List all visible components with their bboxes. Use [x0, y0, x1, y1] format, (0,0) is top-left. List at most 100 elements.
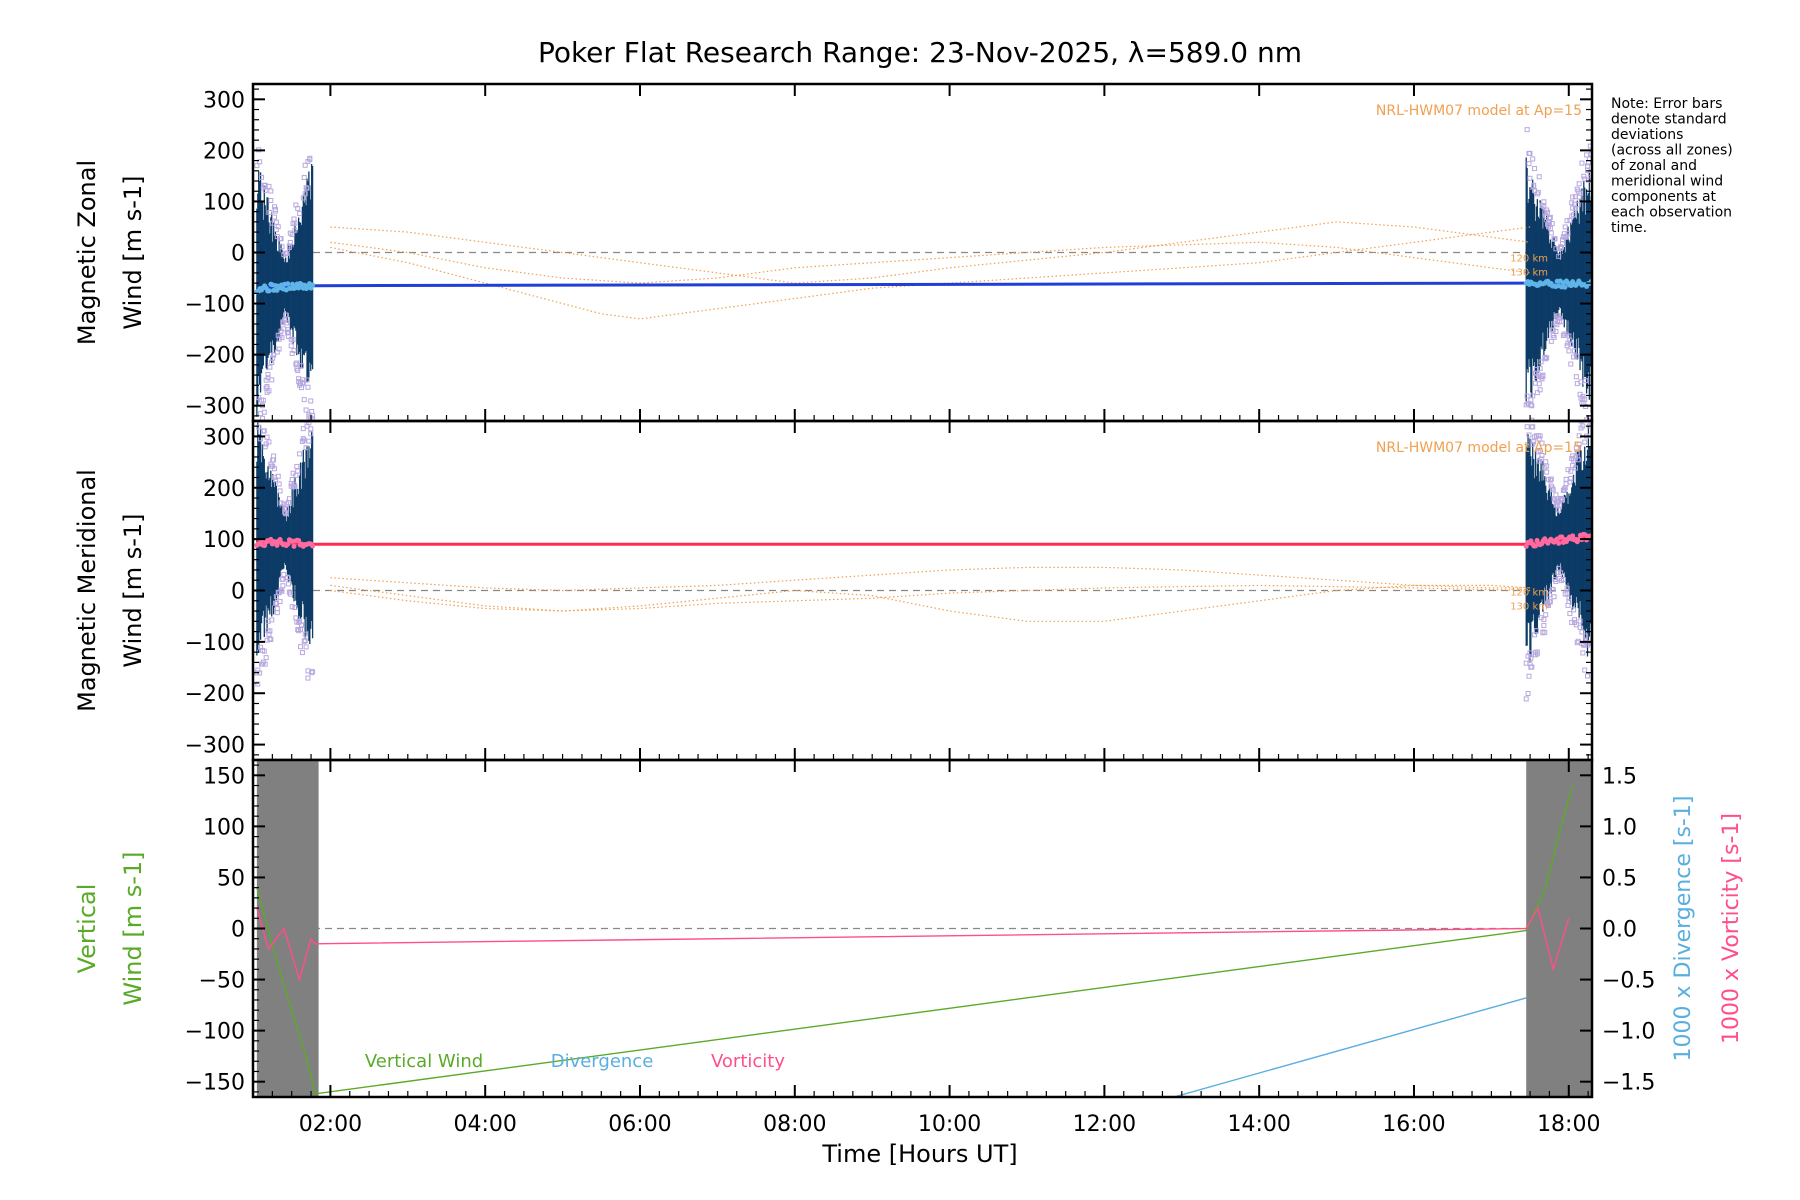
- model-height-label: 120 km: [1510, 254, 1548, 265]
- zone-point: [299, 381, 305, 387]
- x-tick-label: 14:00: [1227, 1112, 1290, 1137]
- zone-point: [1571, 212, 1577, 218]
- zone-point: [1572, 206, 1578, 212]
- y-axis-label: Magnetic Meridional: [73, 469, 101, 712]
- zone-point: [292, 227, 298, 233]
- y-axis-label: Magnetic Zonal: [73, 160, 101, 345]
- y-axis-label: Vertical: [73, 884, 101, 974]
- y2-tick-label: 1.0: [1602, 815, 1637, 840]
- zone-point: [298, 363, 304, 369]
- zone-point: [1565, 230, 1571, 236]
- zone-point: [271, 457, 277, 463]
- observation-bar: [270, 760, 277, 1097]
- zone-point: [1558, 570, 1564, 576]
- model-curve: [330, 226, 1531, 320]
- zone-point: [304, 377, 310, 383]
- zone-point: [1548, 338, 1554, 344]
- zone-point: [1543, 612, 1549, 618]
- zone-point: [1559, 319, 1565, 325]
- x-tick-label: 04:00: [453, 1112, 516, 1137]
- zone-point: [1529, 403, 1535, 409]
- zone-point: [1570, 194, 1576, 200]
- zone-point: [1568, 476, 1574, 482]
- vorticity-line: [256, 906, 1570, 983]
- observation-bar: [284, 760, 291, 1097]
- observation-bar: [1571, 760, 1578, 1097]
- observation-bar: [1526, 760, 1533, 1097]
- wind-point: [274, 542, 280, 548]
- zone-point: [1576, 181, 1582, 187]
- zone-point: [301, 397, 307, 403]
- zone-point: [259, 415, 265, 421]
- note-line: denote standard: [1611, 112, 1727, 128]
- model-curve: [330, 566, 1531, 592]
- zone-point: [1567, 479, 1573, 485]
- divergence-line: [1173, 997, 1527, 1097]
- model-curves: [330, 566, 1531, 622]
- zone-point: [1549, 221, 1555, 227]
- model-curve: [330, 221, 1531, 284]
- zone-point: [269, 617, 275, 623]
- observation-bar: [1557, 760, 1564, 1097]
- zone-point: [1528, 655, 1534, 661]
- zone-point: [280, 576, 286, 582]
- zone-point: [302, 631, 308, 637]
- zone-point: [1544, 463, 1550, 469]
- observation-bar: [309, 760, 316, 1097]
- observation-bar: [1564, 760, 1571, 1097]
- vertical-wind-panel: 1.5 1.0 0.5 0.0 −0.5 −1.0 −1.5 1000 x Divergenc…: [73, 758, 1744, 1099]
- zone-point: [1576, 441, 1582, 447]
- observation-bar: [1550, 760, 1557, 1097]
- zone-point: [1541, 623, 1547, 629]
- zone-point: [308, 426, 314, 432]
- zone-point: [295, 627, 301, 633]
- zone-point: [1536, 381, 1542, 387]
- model-label: NRL-HWM07 model at Ap=15: [1376, 440, 1582, 456]
- zone-point: [1550, 487, 1556, 493]
- wind-point: [1562, 284, 1568, 290]
- zone-point: [272, 477, 278, 483]
- zone-point: [1547, 225, 1553, 231]
- y-axis: 150 100 50 0 −50 −100 −150: [185, 764, 265, 1096]
- zone-point: [273, 219, 279, 225]
- zone-point: [1544, 355, 1550, 361]
- y-tick-label: −100: [185, 293, 245, 318]
- zone-point: [257, 159, 263, 165]
- y2-tick-label: 0.0: [1602, 918, 1637, 943]
- y-tick-label: 300: [203, 88, 245, 113]
- observation-bar: [298, 760, 305, 1097]
- y2-tick-label: −1.0: [1602, 1020, 1655, 1045]
- zone-point: [306, 438, 312, 444]
- zone-point: [1534, 649, 1540, 655]
- zone-point: [305, 675, 311, 681]
- zone-point: [266, 439, 272, 445]
- zone-point: [1530, 441, 1536, 447]
- y2-tick-label: 0.5: [1602, 866, 1637, 891]
- zone-point: [308, 398, 314, 404]
- zone-point: [289, 231, 295, 237]
- zone-point: [1544, 469, 1550, 475]
- zone-point: [279, 588, 285, 594]
- zone-point: [280, 583, 286, 589]
- y-tick-label: 100: [203, 528, 245, 553]
- zone-point: [260, 397, 266, 403]
- zone-point: [302, 162, 308, 168]
- wind-point: [1523, 543, 1529, 549]
- zone-point: [1564, 585, 1570, 591]
- note-line: components at: [1611, 189, 1717, 205]
- zone-point: [1586, 411, 1590, 415]
- zone-point: [286, 245, 292, 251]
- x-tick-label: 18:00: [1537, 1112, 1600, 1137]
- zone-point: [291, 216, 297, 222]
- observation-bar: [1561, 760, 1568, 1097]
- y2-tick-label: 1.5: [1602, 764, 1637, 789]
- zone-point: [1553, 246, 1559, 252]
- x-tick-label: 02:00: [299, 1112, 362, 1137]
- zone-point: [1552, 236, 1558, 242]
- x-tick-label: 06:00: [608, 1112, 671, 1137]
- zone-point: [283, 312, 289, 318]
- zone-point: [277, 599, 283, 605]
- x-axis: 02:00 04:00 06:00 08:00 10:00 12:00 14:00 16:00…: [252, 84, 1600, 1137]
- zone-point: [303, 644, 309, 650]
- zone-point: [1537, 365, 1543, 371]
